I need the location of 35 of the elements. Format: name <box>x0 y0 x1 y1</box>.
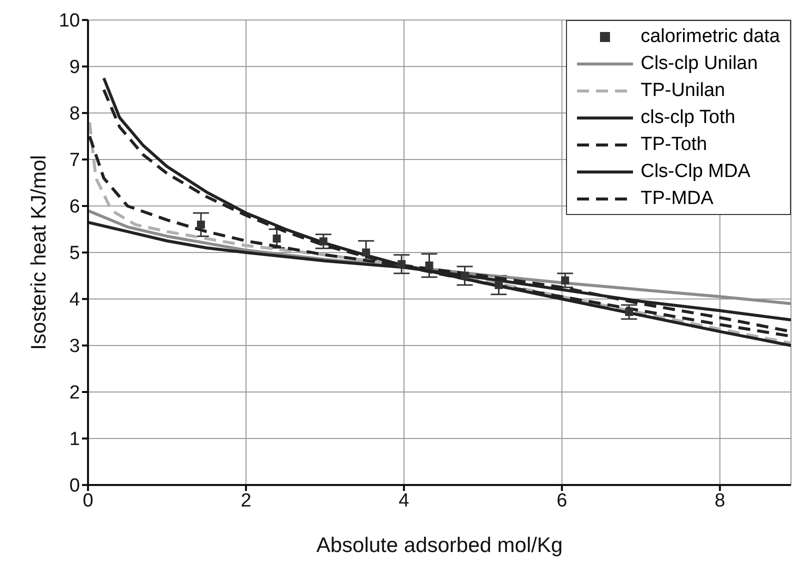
y-axis-title: Isosteric heat KJ/mol <box>27 155 50 350</box>
x-axis-title: Absolute adsorbed mol/Kg <box>316 534 563 557</box>
point <box>196 220 205 229</box>
point <box>625 308 634 316</box>
legend-label: calorimetric data <box>640 26 780 48</box>
point <box>319 237 328 246</box>
legend-label: TP-MDA <box>640 188 714 210</box>
legend-label: TP-Toth <box>640 134 708 156</box>
y-tick-label: 2 <box>69 382 80 404</box>
legend-label: cls-clp Toth <box>640 106 736 128</box>
y-tick-label: 0 <box>69 476 80 497</box>
point <box>362 248 370 256</box>
y-tick-label: 7 <box>69 150 80 172</box>
point <box>561 276 570 284</box>
x-tick-label: 6 <box>556 490 568 512</box>
y-tick-label: 6 <box>69 196 80 218</box>
y-tick-label: 3 <box>69 336 80 358</box>
point <box>398 260 406 268</box>
y-tick-label: 10 <box>58 10 80 32</box>
x-tick-label: 0 <box>82 490 94 512</box>
y-tick-label: 8 <box>69 104 80 125</box>
y-tick-label: 5 <box>69 243 80 264</box>
point <box>272 234 281 243</box>
y-tick-label: 9 <box>69 57 80 78</box>
x-tick-label: 4 <box>398 490 410 512</box>
point <box>494 281 503 290</box>
legend-label: TP-Unilan <box>640 80 726 102</box>
legend-label: Cls-Clp MDA <box>640 160 750 182</box>
point <box>460 272 469 280</box>
y-tick-label: 4 <box>69 290 80 311</box>
y-tick-label: 1 <box>69 429 80 450</box>
x-tick-label: 8 <box>714 490 726 512</box>
point <box>425 262 434 270</box>
x-tick-label: 2 <box>240 490 252 512</box>
legend-label: Cls-clp Unilan <box>640 52 758 74</box>
